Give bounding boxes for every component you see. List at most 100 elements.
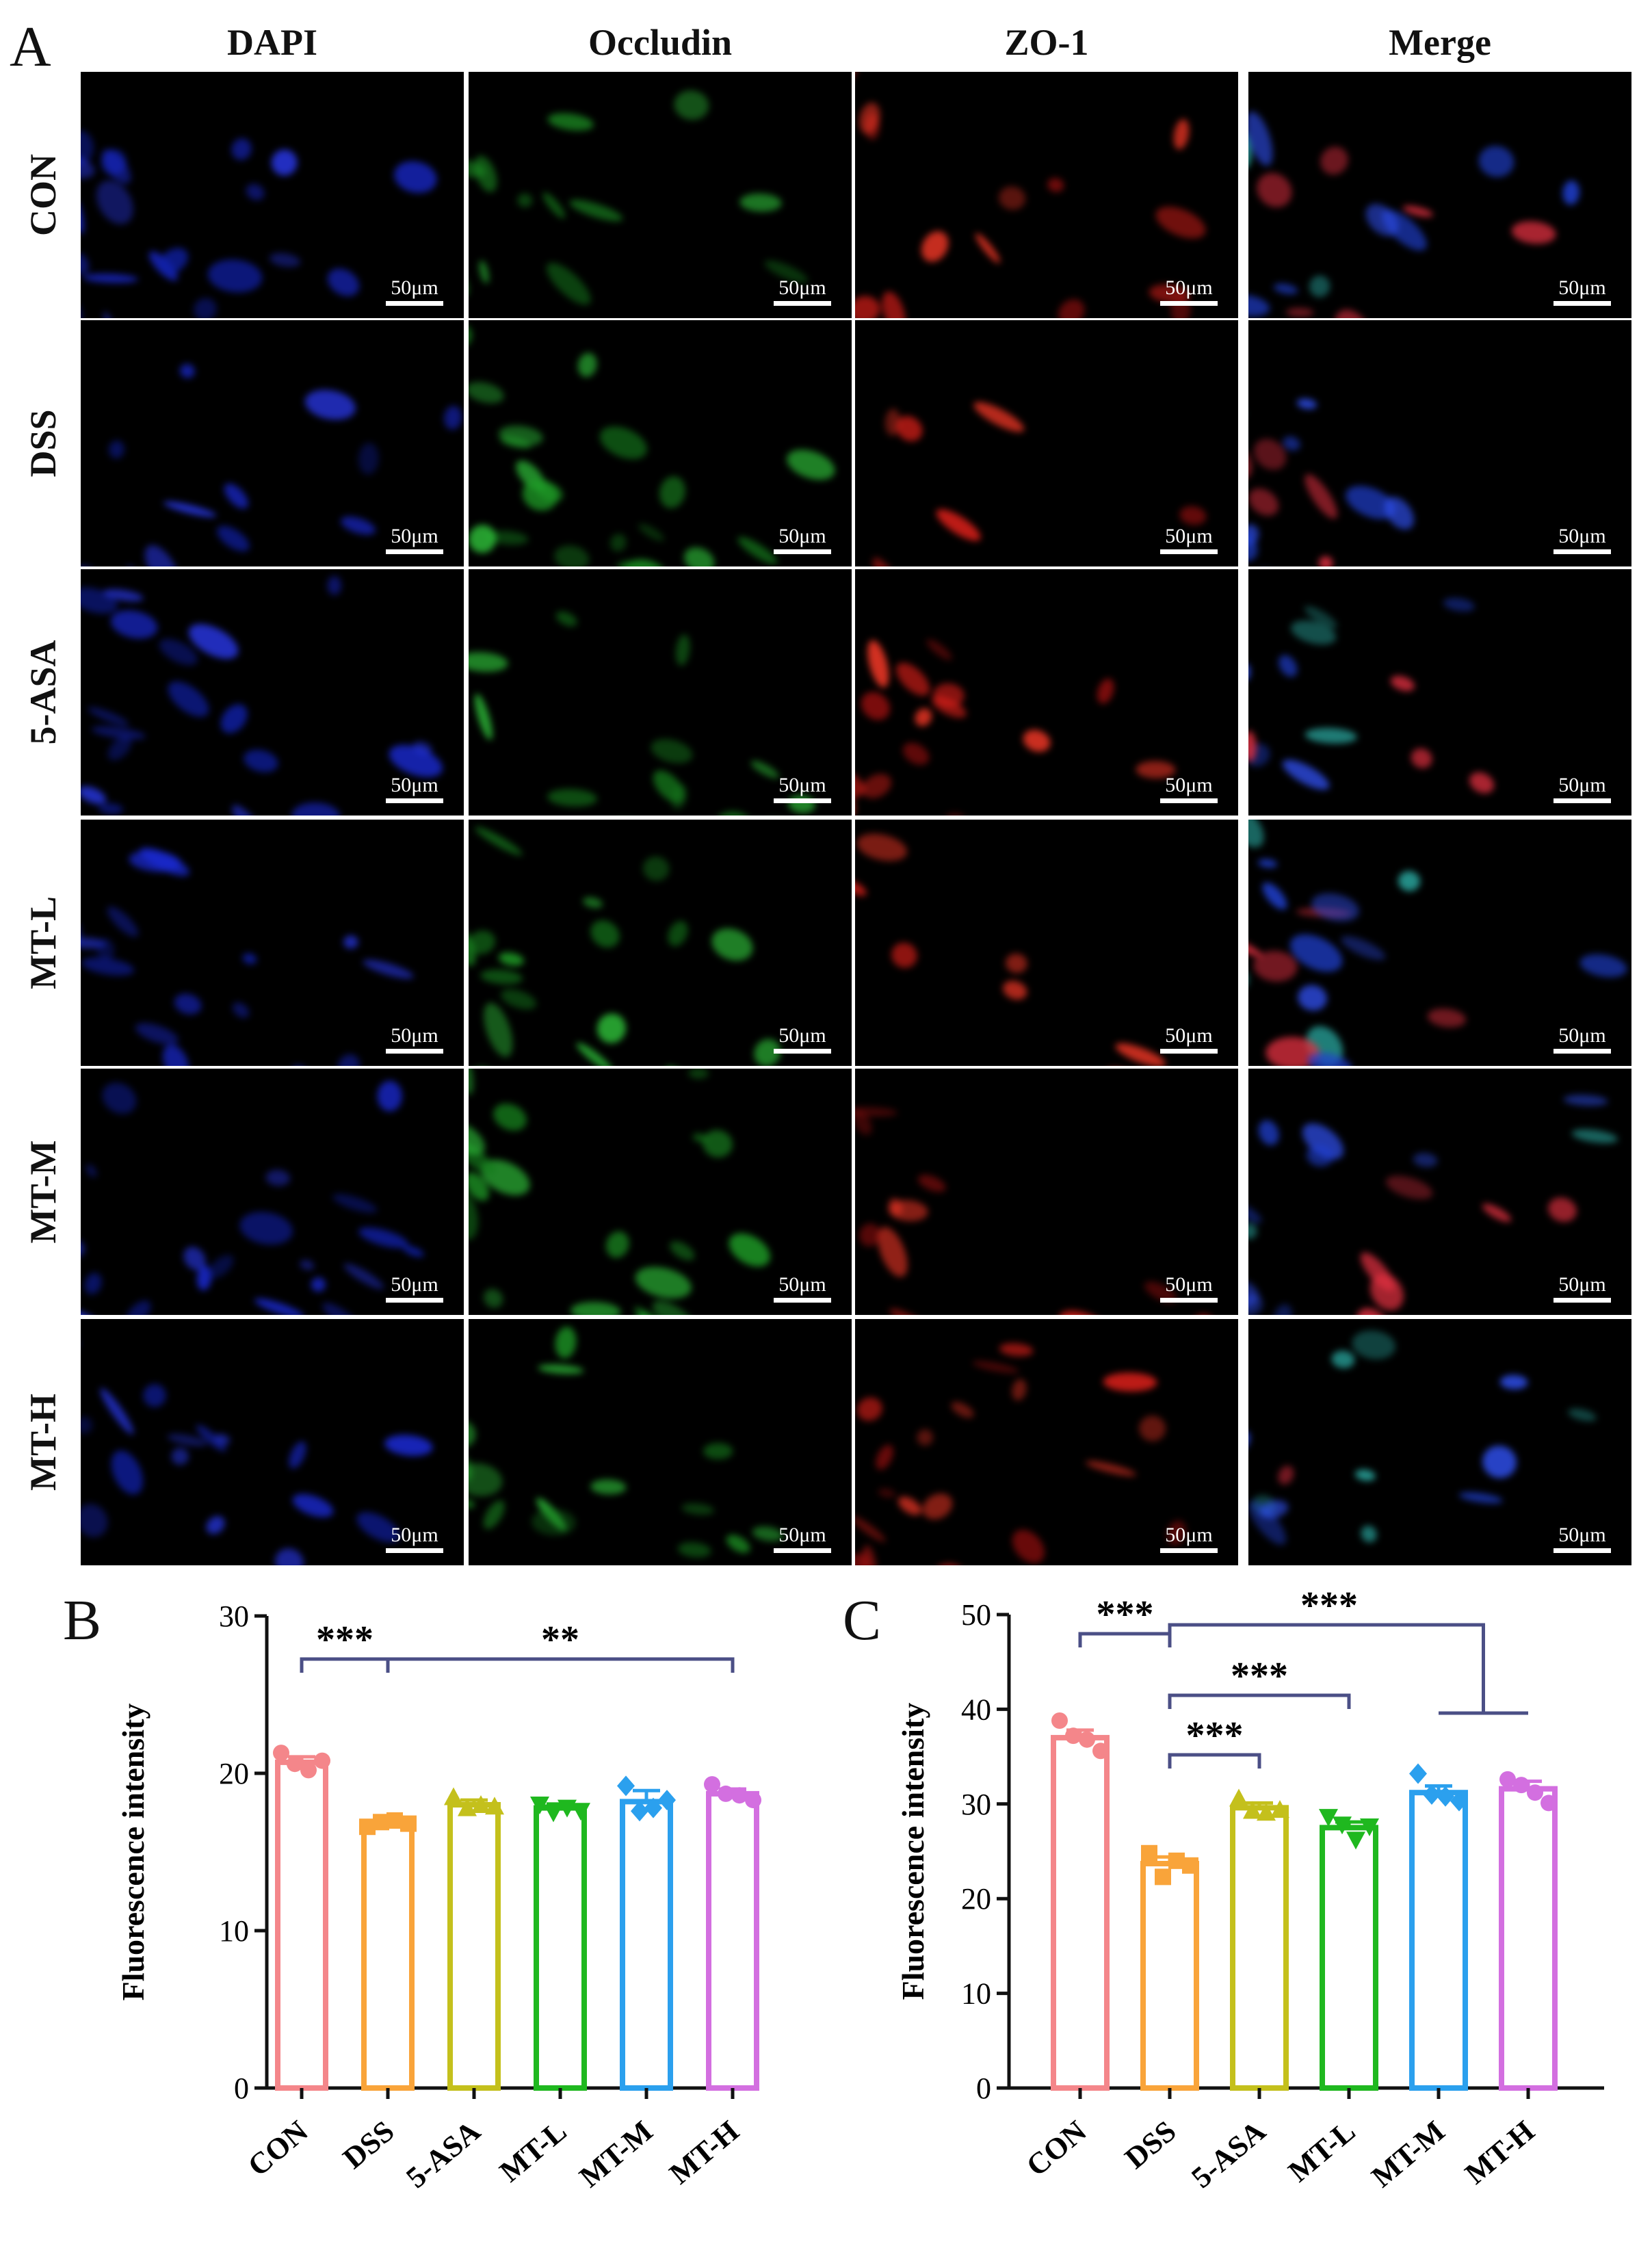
stain-blob	[1252, 562, 1305, 566]
stain-blob	[1352, 1330, 1396, 1359]
scale-bar-label: 50μm	[778, 774, 826, 796]
scale-bar: 50μm	[1553, 774, 1611, 803]
stain-blob	[1318, 556, 1333, 566]
stain-blob	[1012, 1529, 1045, 1563]
stain-blob	[642, 856, 670, 881]
stain-blob	[569, 199, 623, 222]
micrograph-con-dapi: 50μm	[81, 72, 464, 318]
stain-blob	[220, 704, 248, 733]
stain-blob	[217, 525, 250, 551]
fluorescence-texture	[1248, 398, 1415, 566]
stain-blob	[855, 879, 867, 896]
stain-blob	[1248, 488, 1279, 516]
data-point	[658, 1790, 676, 1811]
scale-bar-line	[386, 1548, 443, 1553]
scale-bar: 50μm	[386, 1273, 443, 1303]
scale-bar-line	[1160, 1049, 1218, 1054]
stain-blob	[107, 906, 139, 937]
scale-bar-line	[1553, 1298, 1611, 1303]
stain-blob	[358, 443, 379, 475]
data-point	[1499, 1771, 1516, 1788]
scale-bar: 50μm	[1553, 1273, 1611, 1303]
stain-blob	[714, 811, 752, 816]
data-point	[1450, 1790, 1468, 1812]
stain-blob	[469, 1069, 474, 1095]
stain-blob	[858, 1223, 881, 1247]
micrograph-5-asa-occludin: 50μm	[469, 569, 852, 816]
scale-bar: 50μm	[1160, 525, 1218, 554]
stain-blob	[1257, 172, 1292, 207]
stain-blob	[1253, 439, 1287, 470]
fluorescence-texture	[1248, 1330, 1597, 1545]
x-tick-label: MT-L	[493, 2114, 573, 2189]
stain-blob	[111, 1450, 144, 1495]
stain-blob	[517, 193, 533, 208]
stain-blob	[363, 959, 414, 979]
data-point	[558, 1799, 577, 1818]
stain-blob	[81, 565, 101, 566]
stain-blob	[129, 850, 181, 872]
scale-bar-label: 50μm	[1165, 276, 1213, 299]
stain-blob	[100, 1387, 134, 1435]
scale-bar-label: 50μm	[778, 525, 826, 547]
fluorescence-texture	[469, 90, 809, 305]
panel-letter-a: A	[10, 15, 51, 79]
stain-blob	[81, 252, 90, 275]
stain-blob	[125, 1300, 151, 1315]
stain-blob	[1248, 1500, 1287, 1545]
scale-bar-line	[386, 1049, 443, 1054]
fluorescence-texture	[469, 1069, 770, 1315]
stain-blob	[668, 921, 688, 947]
stain-blob	[96, 938, 115, 961]
stain-blob	[103, 589, 144, 602]
stain-blob	[1443, 597, 1475, 612]
stain-blob	[941, 813, 969, 816]
stain-blob	[888, 1200, 928, 1222]
scale-bar-label: 50μm	[778, 1524, 826, 1546]
stain-blob	[162, 1045, 189, 1066]
data-point	[1155, 1868, 1171, 1886]
y-tick-label: 30	[219, 1600, 249, 1633]
stain-blob	[754, 1039, 781, 1066]
stain-blob	[739, 193, 782, 212]
stain-blob	[469, 930, 496, 954]
stain-blob	[653, 770, 685, 803]
stain-blob	[1341, 936, 1386, 961]
stain-blob	[703, 1130, 733, 1158]
stain-blob	[670, 783, 687, 810]
scale-bar-label: 50μm	[391, 276, 438, 299]
stain-blob	[110, 610, 158, 639]
stain-blob	[292, 1493, 334, 1517]
stain-blob	[167, 1433, 207, 1447]
row-label-dss: DSS	[23, 409, 64, 478]
stain-blob	[163, 501, 217, 517]
stain-blob	[265, 1169, 291, 1186]
micrograph-mt-h-dapi: 50μm	[81, 1319, 464, 1565]
stain-blob	[207, 259, 263, 293]
scale-bar: 50μm	[1160, 774, 1218, 803]
stain-blob	[1085, 1461, 1136, 1476]
stain-blob	[878, 1227, 908, 1277]
stain-blob	[681, 1503, 715, 1515]
scale-bar: 50μm	[1553, 276, 1611, 306]
stain-blob	[1346, 486, 1396, 519]
stain-blob	[224, 483, 248, 509]
y-tick-label: 20	[219, 1757, 249, 1790]
significance-label: ***	[1097, 1593, 1154, 1636]
data-point	[1243, 1801, 1262, 1819]
stain-blob	[1248, 663, 1250, 681]
data-point	[1141, 1844, 1157, 1862]
row-label-con: CON	[23, 154, 64, 236]
stain-blob	[729, 1233, 770, 1267]
y-tick-label: 0	[976, 2072, 991, 2105]
stain-blob	[616, 560, 646, 566]
stain-blob	[208, 1255, 234, 1279]
micrograph-dss-dapi: 50μm	[81, 320, 464, 566]
y-tick-label: 0	[234, 2072, 249, 2105]
stain-blob	[652, 1301, 696, 1315]
column-header-dapi: DAPI	[227, 22, 317, 63]
stain-blob	[469, 1190, 478, 1240]
significance-bracket	[1078, 1632, 1172, 1647]
significance-bracket	[1168, 1623, 1485, 1713]
scale-bar-label: 50μm	[391, 1524, 438, 1546]
